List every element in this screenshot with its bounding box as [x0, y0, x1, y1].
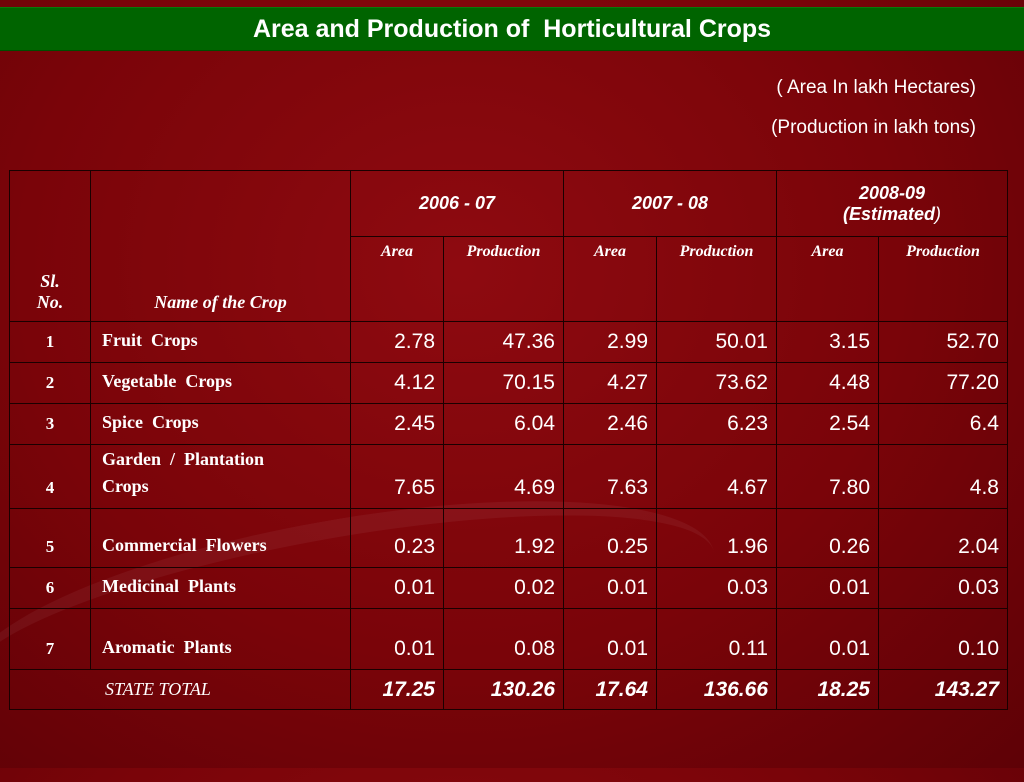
header-sl-no: Sl. No. — [9, 170, 91, 322]
row-crop-name: Commercial Flowers — [90, 508, 351, 568]
cell-value: 7.63 — [563, 444, 657, 509]
row-crop-name: Aromatic Plants — [90, 608, 351, 670]
cell-value: 4.8 — [878, 444, 1008, 509]
header-production: Production — [878, 236, 1008, 322]
cell-value: 4.12 — [350, 362, 444, 404]
production-unit-note: (Production in lakh tons) — [771, 117, 976, 138]
cell-value: 77.20 — [878, 362, 1008, 404]
cell-value: 0.01 — [350, 567, 444, 609]
header-production: Production — [656, 236, 777, 322]
row-sl-no: 6 — [9, 567, 91, 609]
cell-value: 1.92 — [443, 508, 564, 568]
row-crop-name: Garden / Plantation Crops — [90, 444, 351, 509]
header-area: Area — [563, 236, 657, 322]
header-sl-line1: Sl. — [40, 271, 60, 291]
cell-value: 0.03 — [878, 567, 1008, 609]
cell-value: 0.03 — [656, 567, 777, 609]
cell-value: 0.08 — [443, 608, 564, 670]
cell-value: 4.48 — [776, 362, 879, 404]
total-value: 17.25 — [350, 669, 444, 710]
cell-value: 2.45 — [350, 403, 444, 445]
cell-value: 4.67 — [656, 444, 777, 509]
cell-value: 52.70 — [878, 321, 1008, 363]
cell-value: 0.01 — [776, 567, 879, 609]
total-value: 136.66 — [656, 669, 777, 710]
header-row-metrics: Area Production Area Production Area Pro… — [10, 236, 1008, 322]
header-estimated-label: (Estimated — [842, 203, 936, 224]
row-sl-no: 3 — [9, 403, 91, 445]
cell-value: 7.80 — [776, 444, 879, 509]
cell-value: 50.01 — [656, 321, 777, 363]
row-crop-name: Vegetable Crops — [90, 362, 351, 404]
page-title: Area and Production of Horticultural Cro… — [252, 14, 772, 43]
header-sl-line2: No. — [36, 292, 64, 312]
row-crop-name: Fruit Crops — [90, 321, 351, 363]
header-area: Area — [776, 236, 879, 322]
row-sl-no: 2 — [9, 362, 91, 404]
row-crop-name: Spice Crops — [90, 403, 351, 445]
table-row: 4 Garden / Plantation Crops 7.65 4.69 7.… — [9, 444, 1008, 509]
cell-value: 6.04 — [443, 403, 564, 445]
cell-value: 73.62 — [656, 362, 777, 404]
table-row: 1 Fruit Crops 2.78 47.36 2.99 50.01 3.15… — [9, 321, 1008, 363]
cell-value: 1.96 — [656, 508, 777, 568]
header-production: Production — [443, 236, 564, 322]
cell-value: 0.01 — [350, 608, 444, 670]
title-bar: Area and Production of Horticultural Cro… — [0, 7, 1024, 51]
cell-value: 0.10 — [878, 608, 1008, 670]
table-row: 7 Aromatic Plants 0.01 0.08 0.01 0.11 0.… — [9, 608, 1008, 670]
header-year-2007-08: 2007 - 08 — [563, 170, 777, 237]
cell-value: 0.11 — [656, 608, 777, 670]
cell-value: 2.46 — [563, 403, 657, 445]
cell-value: 70.15 — [443, 362, 564, 404]
cell-value: 0.26 — [776, 508, 879, 568]
table-row: 6 Medicinal Plants 0.01 0.02 0.01 0.03 0… — [9, 567, 1008, 609]
header-year-2006-07: 2006 - 07 — [350, 170, 564, 237]
total-value: 18.25 — [776, 669, 879, 710]
cell-value: 0.01 — [563, 567, 657, 609]
horticulture-table: Sl. No. Name of the Crop 2006 - 07 2007 … — [9, 170, 1008, 710]
cell-value: 47.36 — [443, 321, 564, 363]
table-row: 3 Spice Crops 2.45 6.04 2.46 6.23 2.54 6… — [9, 403, 1008, 445]
row-sl-no: 7 — [9, 608, 91, 670]
cell-value: 0.01 — [776, 608, 879, 670]
cell-value: 2.04 — [878, 508, 1008, 568]
cell-value: 2.54 — [776, 403, 879, 445]
cell-value: 2.78 — [350, 321, 444, 363]
cell-value: 2.99 — [563, 321, 657, 363]
cell-value: 6.23 — [656, 403, 777, 445]
header-row-years: Sl. No. Name of the Crop 2006 - 07 2007 … — [9, 170, 1008, 322]
cell-value: 0.02 — [443, 567, 564, 609]
header-year-2008-09-label: 2008-09 — [858, 182, 926, 203]
cell-value: 0.25 — [563, 508, 657, 568]
state-total-row: STATE TOTAL 17.25 130.26 17.64 136.66 18… — [9, 669, 1008, 710]
state-total-label: STATE TOTAL — [9, 669, 351, 710]
cell-value: 7.65 — [350, 444, 444, 509]
cell-value: 4.27 — [563, 362, 657, 404]
cell-value: 4.69 — [443, 444, 564, 509]
total-value: 130.26 — [443, 669, 564, 710]
total-value: 17.64 — [563, 669, 657, 710]
row-sl-no: 5 — [9, 508, 91, 568]
table-row: 5 Commercial Flowers 0.23 1.92 0.25 1.96… — [9, 508, 1008, 568]
cell-value: 3.15 — [776, 321, 879, 363]
area-unit-note: ( Area In lakh Hectares) — [776, 77, 976, 98]
cell-value: 0.01 — [563, 608, 657, 670]
header-estimated-paren: ) — [935, 203, 942, 224]
row-crop-name: Medicinal Plants — [90, 567, 351, 609]
cell-value: 6.4 — [878, 403, 1008, 445]
row-sl-no: 1 — [9, 321, 91, 363]
total-value: 143.27 — [878, 669, 1008, 710]
header-crop-name: Name of the Crop — [90, 170, 351, 322]
cell-value: 0.23 — [350, 508, 444, 568]
table-row: 2 Vegetable Crops 4.12 70.15 4.27 73.62 … — [9, 362, 1008, 404]
header-area: Area — [350, 236, 444, 322]
header-year-2008-09: 2008-09 (Estimated) — [776, 170, 1008, 237]
row-sl-no: 4 — [9, 444, 91, 509]
